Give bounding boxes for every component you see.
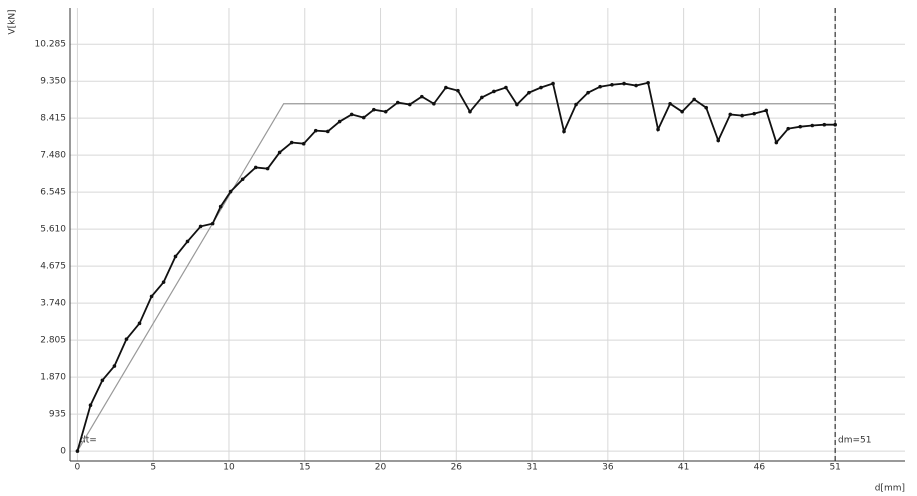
y-tick-label: 6.545 (40, 188, 66, 198)
y-tick-label: 7.480 (40, 151, 66, 161)
data-point (833, 122, 837, 127)
data-point (586, 90, 590, 95)
data-point (372, 107, 376, 112)
x-tick-label: 20 (375, 463, 387, 473)
y-tick-label: 2.805 (40, 336, 66, 346)
data-point (137, 321, 142, 326)
data-point (504, 85, 508, 90)
data-point (515, 102, 519, 107)
y-axis-label: V[kN] (8, 9, 18, 34)
x-tick-label: 15 (299, 463, 310, 473)
data-line (76, 103, 836, 452)
data-point (301, 141, 306, 146)
data-point (798, 124, 803, 129)
data-point (240, 177, 245, 182)
data-point (161, 280, 166, 284)
data-point (480, 95, 484, 100)
data-point (492, 89, 496, 94)
data-point (432, 101, 436, 106)
x-tick-label: 31 (526, 463, 537, 473)
data-point (173, 254, 178, 259)
x-tick-label: 46 (754, 463, 766, 473)
data-point (395, 100, 400, 105)
x-tick-label: 26 (451, 463, 463, 473)
x-tick-label: 51 (829, 463, 840, 473)
x-tick-label: 36 (602, 463, 614, 473)
data-point (210, 221, 215, 226)
data-point (289, 140, 294, 145)
y-tick-label: 4.675 (40, 262, 66, 272)
data-point (680, 109, 684, 114)
data-point (88, 403, 93, 408)
data-point (407, 102, 412, 107)
y-tick-label: 935 (49, 410, 66, 420)
data-point (786, 126, 791, 131)
data-point (692, 97, 696, 102)
data-point (752, 111, 756, 116)
data-point (764, 108, 769, 113)
data-point (361, 115, 366, 120)
y-tick-label: 3.740 (40, 299, 66, 309)
data-point (622, 81, 626, 86)
x-tick-label: 41 (678, 463, 689, 473)
data-point (218, 204, 223, 209)
data-point (810, 123, 815, 128)
data-point (325, 129, 330, 134)
x-axis-label: d[mm] (875, 484, 905, 494)
data-point (444, 85, 448, 90)
data-point (704, 105, 709, 110)
data-point (562, 129, 566, 134)
data-point (253, 165, 258, 170)
data-point (420, 94, 424, 99)
data-point (728, 112, 733, 117)
data-point (456, 88, 460, 93)
y-tick-label: 8.415 (40, 114, 66, 124)
data-point (574, 102, 578, 107)
data-point (112, 364, 117, 368)
y-tick-label: 0 (60, 447, 66, 457)
data-point (383, 109, 388, 114)
data-point (716, 138, 721, 143)
data-point (539, 85, 543, 90)
data-point (149, 294, 154, 299)
data-point (185, 239, 190, 244)
data-point (468, 109, 472, 114)
data-point (551, 81, 555, 86)
data-point (124, 337, 129, 341)
x-tick-label: 5 (150, 463, 156, 473)
x-tick-label: 10 (223, 463, 235, 473)
data-point (822, 122, 827, 127)
y-tick-label: 1.870 (40, 373, 66, 383)
data-point (75, 449, 80, 453)
data-point (634, 83, 638, 88)
data-point (277, 150, 282, 155)
data-point (228, 189, 233, 194)
y-tick-label: 10.285 (35, 40, 67, 50)
data-point (610, 82, 614, 87)
y-tick-label: 5.610 (40, 225, 66, 235)
data-point (598, 84, 602, 89)
data-point (100, 378, 105, 383)
annotation: dm=51 (838, 436, 871, 446)
data-point (198, 224, 203, 229)
data-point (668, 101, 672, 106)
data-point (313, 128, 318, 133)
data-point (646, 80, 650, 85)
data-point (774, 140, 779, 145)
data-point (349, 112, 354, 117)
data-point (740, 113, 744, 118)
data-point (265, 166, 270, 171)
x-tick-label: 0 (75, 463, 81, 473)
data-point (527, 90, 531, 95)
data-point (337, 119, 342, 124)
data-point (656, 127, 660, 132)
annotation: dt= (80, 436, 97, 446)
y-tick-label: 9.350 (40, 77, 66, 87)
